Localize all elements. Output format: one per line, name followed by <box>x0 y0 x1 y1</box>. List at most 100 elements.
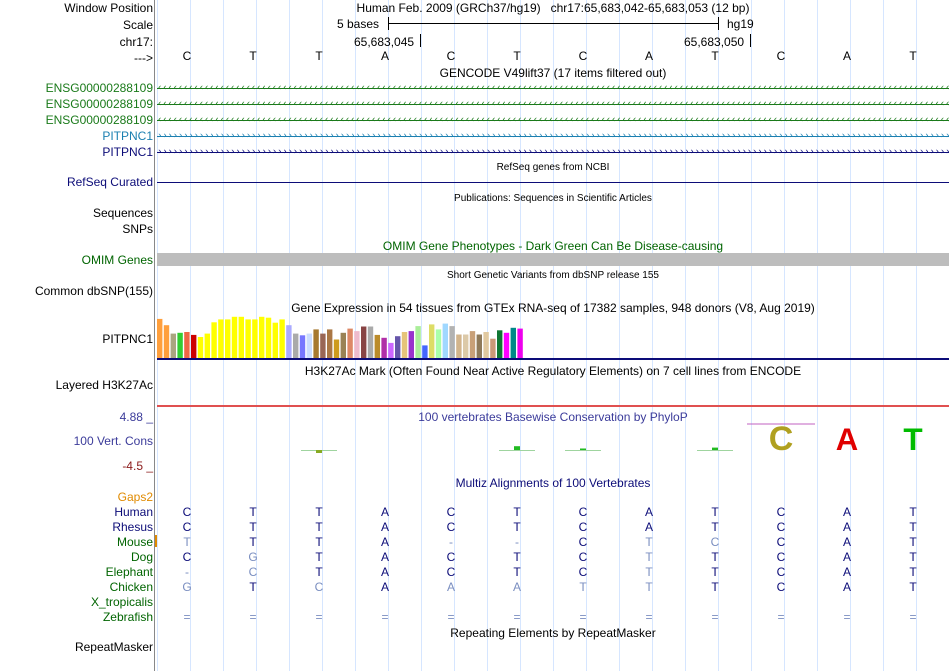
gtex-tissue-bar[interactable] <box>177 332 183 358</box>
gtex-tissue-bar[interactable] <box>347 328 353 358</box>
omim-label[interactable]: OMIM Genes <box>81 253 153 267</box>
gtex-tissue-bar[interactable] <box>408 331 414 358</box>
gtex-tissue-bar[interactable] <box>184 332 190 358</box>
gtex-tissue-bar[interactable] <box>333 339 340 359</box>
multiz-species-label[interactable]: X_tropicalis <box>90 595 153 609</box>
gtex-tissue-bar[interactable] <box>442 323 448 358</box>
gtex-tissue-bar[interactable] <box>170 333 176 358</box>
gtex-tissue-bar[interactable] <box>435 329 442 358</box>
phylop-conserved-letter[interactable]: A <box>836 422 858 457</box>
gtex-tissue-bar[interactable] <box>252 319 258 358</box>
gtex-tissue-bar[interactable] <box>157 318 163 358</box>
multiz-species-label[interactable]: Mouse <box>116 535 153 549</box>
phylop-label[interactable]: 100 Vert. Cons <box>73 434 153 448</box>
gtex-tissue-bar[interactable] <box>265 317 272 358</box>
repeatmasker-label[interactable]: RepeatMasker <box>74 640 153 654</box>
gtex-tissue-bar[interactable] <box>211 322 217 358</box>
gtex-tissue-bar[interactable] <box>238 316 244 358</box>
gtex-tissue-bar[interactable] <box>286 325 292 358</box>
gtex-tissue-bar[interactable] <box>483 332 489 358</box>
gtex-tissue-bar[interactable] <box>401 332 408 358</box>
gtex-tissue-bar[interactable] <box>313 329 319 358</box>
gtex-tissue-bar[interactable] <box>245 319 251 358</box>
gridline <box>190 0 191 671</box>
gtex-tissue-bar[interactable] <box>272 322 278 358</box>
gtex-tissue-bar[interactable] <box>361 326 367 359</box>
label-panel-divider[interactable] <box>154 0 155 671</box>
gtex-tissue-bar[interactable] <box>463 334 469 359</box>
gencode-gene-strand[interactable]: ‹‹‹‹‹‹‹‹‹‹‹‹‹‹‹‹‹‹‹‹‹‹‹‹‹‹‹‹‹‹‹‹‹‹‹‹‹‹‹‹… <box>157 81 949 95</box>
gtex-tissue-bar[interactable] <box>306 333 312 358</box>
gtex-tissue-bar[interactable] <box>381 337 387 358</box>
phylop-score-bar[interactable] <box>316 450 322 453</box>
gtex-tissue-bar[interactable] <box>510 327 516 358</box>
gencode-item-label[interactable]: PITPNC1 <box>102 129 153 143</box>
gtex-tissue-bar[interactable] <box>218 319 224 358</box>
h3k27ac-signal-line[interactable] <box>157 405 949 407</box>
multiz-aligned-base: = <box>183 610 191 624</box>
gtex-gene-label[interactable]: PITPNC1 <box>102 332 153 346</box>
gtex-tissue-bar[interactable] <box>469 331 476 358</box>
gencode-gene-strand[interactable]: ››››››››››››››››››››››››››››››››››››››››… <box>157 129 949 143</box>
gtex-tissue-bar[interactable] <box>354 331 360 358</box>
gtex-tissue-bar[interactable] <box>299 335 306 358</box>
gencode-gene-strand[interactable]: ‹‹‹‹‹‹‹‹‹‹‹‹‹‹‹‹‹‹‹‹‹‹‹‹‹‹‹‹‹‹‹‹‹‹‹‹‹‹‹‹… <box>157 113 949 127</box>
gencode-gene-strand[interactable]: ››››››››››››››››››››››››››››››››››››››››… <box>157 145 949 159</box>
gtex-tissue-bar[interactable] <box>490 338 496 358</box>
phylop-score-bar[interactable] <box>580 448 586 451</box>
omim-feature-bar[interactable] <box>157 253 949 266</box>
gtex-tissue-bar[interactable] <box>429 324 435 358</box>
strand-label: ---> <box>134 51 153 65</box>
refseq-label[interactable]: RefSeq Curated <box>66 175 153 189</box>
phylop-score-bar[interactable] <box>712 447 718 450</box>
gtex-tissue-bar[interactable] <box>395 336 401 358</box>
multiz-aligned-base: T <box>513 550 521 564</box>
gtex-tissue-bar[interactable] <box>517 328 523 358</box>
gtex-tissue-bar[interactable] <box>476 334 482 359</box>
multiz-species-label[interactable]: Chicken <box>109 580 153 594</box>
gtex-tissue-bar[interactable] <box>191 334 197 358</box>
gtex-tissue-bar[interactable] <box>456 334 462 359</box>
gtex-tissue-bar[interactable] <box>340 332 346 358</box>
gtex-tissue-bar[interactable] <box>279 319 285 358</box>
dbsnp-label[interactable]: Common dbSNP(155) <box>34 284 153 298</box>
gtex-tissue-bar[interactable] <box>327 329 333 358</box>
phylop-conserved-letter[interactable]: T <box>903 421 922 457</box>
gtex-tissue-bar[interactable] <box>163 325 170 358</box>
gtex-tissue-bar[interactable] <box>293 333 299 358</box>
snps-label[interactable]: SNPs <box>122 222 153 236</box>
gtex-tissue-bar[interactable] <box>415 326 421 358</box>
h3k27ac-label[interactable]: Layered H3K27Ac <box>55 378 153 392</box>
gencode-item-label[interactable]: ENSG00000288109 <box>45 97 153 111</box>
position-text[interactable]: Human Feb. 2009 (GRCh37/hg19) chr17:65,6… <box>356 1 750 15</box>
gtex-tissue-bar[interactable] <box>204 333 210 358</box>
gtex-expression-chart[interactable] <box>157 316 537 358</box>
gtex-tissue-bar[interactable] <box>225 319 231 358</box>
multiz-species-label[interactable]: Elephant <box>105 565 153 579</box>
gtex-tissue-bar[interactable] <box>197 337 204 358</box>
gtex-tissue-bar[interactable] <box>259 316 265 358</box>
gencode-item-label[interactable]: ENSG00000288109 <box>45 81 153 95</box>
gencode-gene-strand[interactable]: ‹‹‹‹‹‹‹‹‹‹‹‹‹‹‹‹‹‹‹‹‹‹‹‹‹‹‹‹‹‹‹‹‹‹‹‹‹‹‹‹… <box>157 97 949 111</box>
gtex-tissue-bar[interactable] <box>320 333 326 358</box>
gtex-tissue-bar[interactable] <box>388 342 394 358</box>
refseq-gene-line[interactable] <box>157 182 949 183</box>
phylop-conserved-letter[interactable]: C <box>769 420 794 458</box>
gtex-tissue-bar[interactable] <box>231 316 238 358</box>
phylop-score-bar[interactable] <box>514 446 520 450</box>
gtex-tissue-bar[interactable] <box>374 334 380 358</box>
gencode-item-label[interactable]: ENSG00000288109 <box>45 113 153 127</box>
gtex-tissue-bar[interactable] <box>367 326 374 359</box>
multiz-species-label[interactable]: Zebrafish <box>102 610 153 624</box>
multiz-species-label[interactable]: Rhesus <box>112 520 153 534</box>
gtex-tissue-bar[interactable] <box>497 330 503 358</box>
multiz-species-label[interactable]: Human <box>114 505 153 519</box>
gaps-label[interactable]: Gaps2 <box>117 490 153 504</box>
multiz-species-label[interactable]: Dog <box>130 550 153 564</box>
sequences-label[interactable]: Sequences <box>92 206 153 220</box>
gtex-tissue-bar[interactable] <box>449 326 455 358</box>
gencode-item-label[interactable]: PITPNC1 <box>102 145 153 159</box>
gtex-tissue-bar[interactable] <box>503 332 510 358</box>
gtex-tissue-bar[interactable] <box>422 345 428 358</box>
